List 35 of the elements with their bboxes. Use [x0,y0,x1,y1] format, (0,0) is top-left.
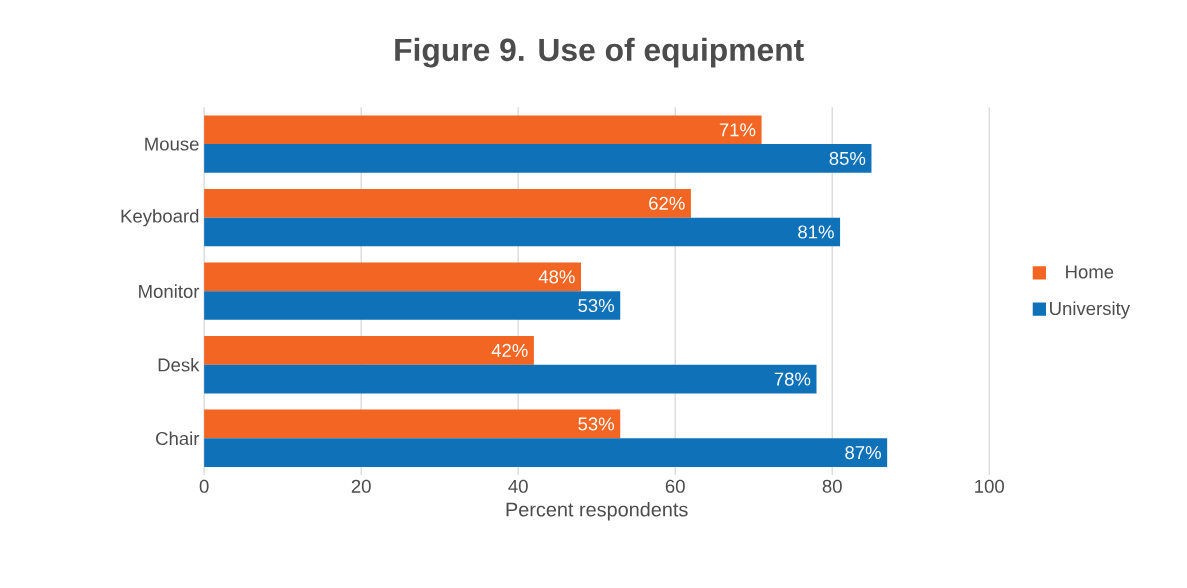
legend-label: Home [1066,265,1114,279]
bar [204,409,621,439]
data-label: 71% [719,123,756,137]
data-label: 87% [845,445,881,460]
data-label: 81% [798,225,834,239]
data-label: 42% [491,343,528,357]
x-tick-label: 40 [508,479,528,493]
bar [204,335,534,365]
x-tick-label: 0 [199,479,209,493]
x-axis-title: Percent respondents [506,501,688,521]
bar [204,291,621,320]
data-label: 62% [649,196,685,210]
data-label: 48% [538,270,575,284]
chart-title: Figure 9. Use of equipment [395,37,804,68]
bar [204,262,581,292]
data-label: 78% [774,372,811,386]
y-tick-label: Keyboard [121,208,199,227]
bar [204,188,691,218]
bar [204,143,872,173]
x-tick-label: 60 [665,479,685,493]
x-tick-label: 20 [351,479,371,493]
bar [204,438,888,467]
y-tick-label: Mouse [145,137,199,151]
bar [204,364,817,394]
data-label: 53% [578,417,615,431]
legend-label: University [1050,301,1131,319]
y-tick-label: Desk [158,357,200,372]
x-tick-label: 80 [822,479,842,493]
x-tick-label: 100 [975,479,1004,493]
y-tick-label: Monitor [139,284,200,298]
data-label: 53% [578,298,615,312]
bar [204,115,762,144]
bar [204,217,841,247]
data-label: 85% [829,151,866,165]
y-tick-label: Chair [156,431,200,445]
